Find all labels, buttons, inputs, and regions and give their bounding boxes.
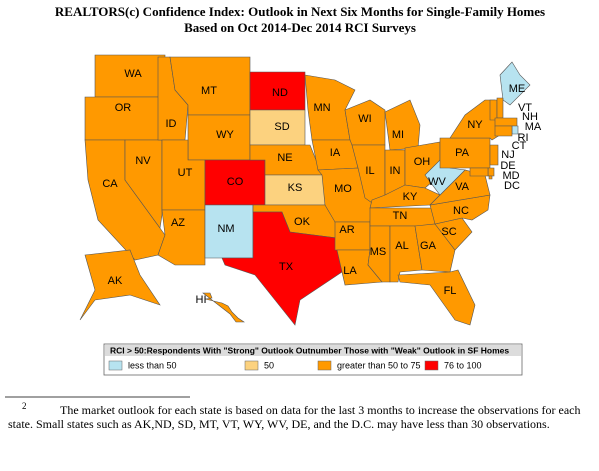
state-label: NV bbox=[135, 155, 151, 167]
footnote-marker: 2 bbox=[22, 401, 27, 411]
state-label: ME bbox=[509, 83, 526, 95]
state-label: KS bbox=[288, 182, 303, 194]
legend-label: 50 bbox=[264, 360, 274, 370]
state-label: KY bbox=[403, 191, 418, 203]
state-label: CO bbox=[227, 176, 244, 188]
state-label: FL bbox=[444, 285, 457, 297]
state-label: NH bbox=[522, 111, 538, 123]
state-label: AK bbox=[108, 275, 123, 287]
state-label: LA bbox=[343, 265, 357, 277]
state bbox=[469, 167, 489, 177]
state bbox=[397, 269, 476, 326]
state bbox=[79, 249, 161, 321]
state bbox=[488, 175, 493, 180]
state bbox=[494, 125, 513, 137]
state bbox=[202, 292, 245, 323]
state bbox=[221, 211, 343, 326]
state-label: MA bbox=[525, 121, 542, 133]
state-label: GA bbox=[420, 240, 437, 252]
state-label: TX bbox=[279, 261, 294, 273]
legend-swatch bbox=[244, 360, 259, 371]
state-label: AR bbox=[339, 224, 354, 236]
state-label: WA bbox=[124, 68, 142, 80]
state-label: WV bbox=[428, 176, 446, 188]
state-label: TN bbox=[393, 210, 408, 222]
footnote: 2 The market outlook for each state is b… bbox=[8, 401, 586, 431]
state-label: IA bbox=[330, 147, 341, 159]
title-line: REALTORS(c) Confidence Index: Outlook in… bbox=[55, 4, 545, 19]
state-label: DC bbox=[504, 180, 520, 192]
state-label: MS bbox=[370, 246, 387, 258]
state-label: SD bbox=[274, 121, 289, 133]
state-label: DE bbox=[500, 160, 515, 172]
state-label: NJ bbox=[501, 149, 514, 161]
state bbox=[124, 139, 163, 229]
state-label: WI bbox=[358, 113, 371, 125]
state-label: MD bbox=[502, 170, 519, 182]
state-label: NC bbox=[453, 205, 469, 217]
state-label: OK bbox=[294, 216, 311, 228]
state bbox=[369, 184, 441, 209]
state-label: VT bbox=[518, 102, 532, 114]
state-label: MT bbox=[201, 85, 217, 97]
footnote-text: The market outlook for each state is bas… bbox=[8, 403, 581, 431]
state-label: RI bbox=[518, 132, 529, 144]
state bbox=[489, 99, 498, 121]
state-label: MN bbox=[313, 102, 330, 114]
state-label: IL bbox=[365, 165, 374, 177]
state bbox=[494, 117, 518, 127]
state-label: SC bbox=[441, 226, 456, 238]
legend-label: greater than 50 to 75 bbox=[337, 360, 421, 370]
legend-swatch bbox=[108, 360, 123, 371]
state-label: MO bbox=[334, 183, 352, 195]
state-label: NE bbox=[277, 152, 292, 164]
legend-swatch bbox=[424, 360, 439, 371]
map: REALTORS(c) Confidence Index: Outlook in… bbox=[5, 4, 545, 398]
state-label: NY bbox=[467, 119, 483, 131]
legend-swatch bbox=[317, 360, 332, 371]
state-label: AL bbox=[395, 240, 408, 252]
legend-label: 76 to 100 bbox=[444, 360, 482, 370]
state-label: AZ bbox=[171, 217, 185, 229]
state-label: HI bbox=[196, 294, 207, 306]
state-label: CA bbox=[102, 178, 118, 190]
state-label: OR bbox=[115, 102, 132, 114]
state-label: CT bbox=[512, 140, 527, 152]
state-label: MI bbox=[392, 129, 404, 141]
state-label: UT bbox=[178, 167, 193, 179]
state-label: OH bbox=[414, 156, 431, 168]
state-label: PA bbox=[455, 147, 470, 159]
title-line: Based on Oct 2014-Dec 2014 RCI Surveys bbox=[184, 20, 416, 35]
state bbox=[414, 223, 456, 273]
state-label: VA bbox=[455, 181, 470, 193]
state-label: IN bbox=[390, 165, 401, 177]
state bbox=[496, 97, 504, 119]
state bbox=[487, 167, 495, 177]
legend-title: RCI > 50:Respondents With "Strong" Outlo… bbox=[110, 345, 509, 355]
state-label: WY bbox=[216, 129, 234, 141]
legend-label: less than 50 bbox=[128, 360, 177, 370]
state bbox=[384, 99, 421, 151]
state-label: ID bbox=[166, 118, 177, 130]
state bbox=[489, 144, 499, 166]
state-label: NM bbox=[217, 223, 234, 235]
legend-header bbox=[105, 345, 521, 356]
state-label: ND bbox=[272, 87, 288, 99]
